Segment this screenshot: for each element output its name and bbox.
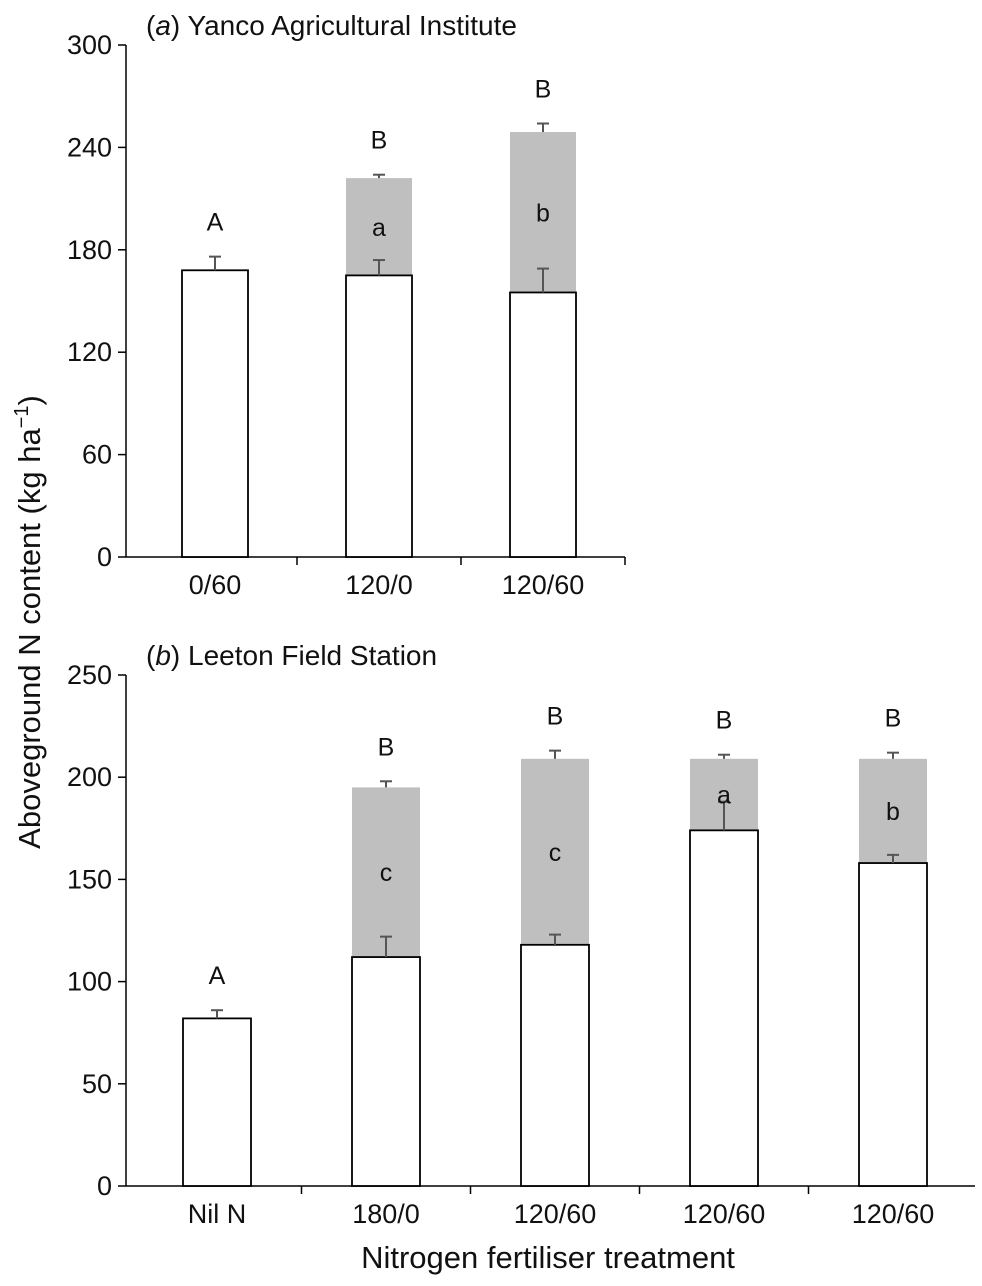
x-tick-label: 120/0	[345, 570, 413, 600]
significance-label-lower: c	[549, 839, 562, 867]
bar-stack-segment	[859, 758, 927, 864]
bar-stack-segment	[510, 132, 576, 293]
x-tick-label: 120/60	[514, 1199, 597, 1229]
bar-base-segment	[345, 274, 413, 558]
significance-label-upper: B	[716, 707, 733, 735]
y-tick-label: 240	[67, 132, 112, 162]
x-tick-label: 120/60	[683, 1199, 766, 1229]
bar-base-segment	[351, 956, 421, 1187]
panel-title-text: Yanco Agricultural Institute	[188, 10, 517, 41]
bar-base-segment	[858, 862, 928, 1187]
panel-letter: b	[155, 640, 171, 671]
significance-label-lower: b	[886, 798, 900, 826]
bar-base-segment	[182, 1017, 252, 1187]
y-tick-label: 60	[82, 440, 112, 470]
y-tick-label: 50	[82, 1069, 112, 1099]
significance-label-upper: B	[547, 703, 564, 731]
significance-label-upper: B	[371, 127, 388, 155]
y-tick-label: 250	[67, 660, 112, 690]
panel-paren: )	[171, 10, 188, 41]
panel-title-text: Leeton Field Station	[188, 640, 437, 671]
y-tick-label: 0	[97, 1171, 112, 1201]
y-axis-label-main: Aboveground N content (kg ha	[12, 428, 47, 849]
panel-paren: (	[146, 10, 156, 41]
y-tick-label: 120	[67, 337, 112, 367]
y-axis-label: Aboveground N content (kg ha−1)	[11, 395, 47, 849]
y-tick-label: 180	[67, 235, 112, 265]
bar-base-segment	[509, 291, 577, 558]
significance-label-lower: b	[536, 199, 550, 227]
significance-label-lower: c	[380, 859, 393, 887]
x-tick-label: 120/60	[852, 1199, 935, 1229]
bar-base-segment	[181, 269, 249, 558]
x-tick-label: 180/0	[352, 1199, 420, 1229]
y-tick-label: 200	[67, 762, 112, 792]
significance-label-lower: a	[372, 214, 386, 242]
bar-stack-segment	[521, 758, 589, 945]
bar-base-segment	[689, 829, 759, 1187]
significance-label-upper: B	[885, 705, 902, 733]
panel-title: (b) Leeton Field Station	[146, 640, 437, 671]
y-tick-label: 100	[67, 967, 112, 997]
significance-label-upper: A	[209, 962, 226, 990]
significance-label-upper: B	[535, 76, 552, 104]
panel-letter: a	[155, 10, 171, 41]
y-tick-label: 150	[67, 864, 112, 894]
bar-stack-segment	[352, 787, 420, 958]
bar-base-segment	[520, 943, 590, 1187]
panel-title: (a) Yanco Agricultural Institute	[146, 10, 517, 41]
chart-panel-b: 0 50 100 150 200 250 Nil N 180/0 120/60 120/60 120…	[67, 640, 975, 1229]
panel-paren: )	[171, 640, 188, 671]
x-tick-label: 0/60	[189, 570, 242, 600]
significance-label-upper: B	[378, 733, 395, 761]
y-axis-label-superscript: −1	[11, 406, 33, 429]
x-tick-label: Nil N	[188, 1199, 247, 1229]
y-tick-label: 300	[67, 30, 112, 60]
significance-label-lower: a	[717, 782, 731, 810]
x-axis-label: Nitrogen fertiliser treatment	[361, 1240, 735, 1275]
significance-label-upper: A	[207, 209, 224, 237]
panel-paren: (	[146, 640, 156, 671]
y-axis-label-close: )	[12, 395, 47, 405]
x-tick-label: 120/60	[502, 570, 585, 600]
y-tick-label: 0	[97, 542, 112, 572]
